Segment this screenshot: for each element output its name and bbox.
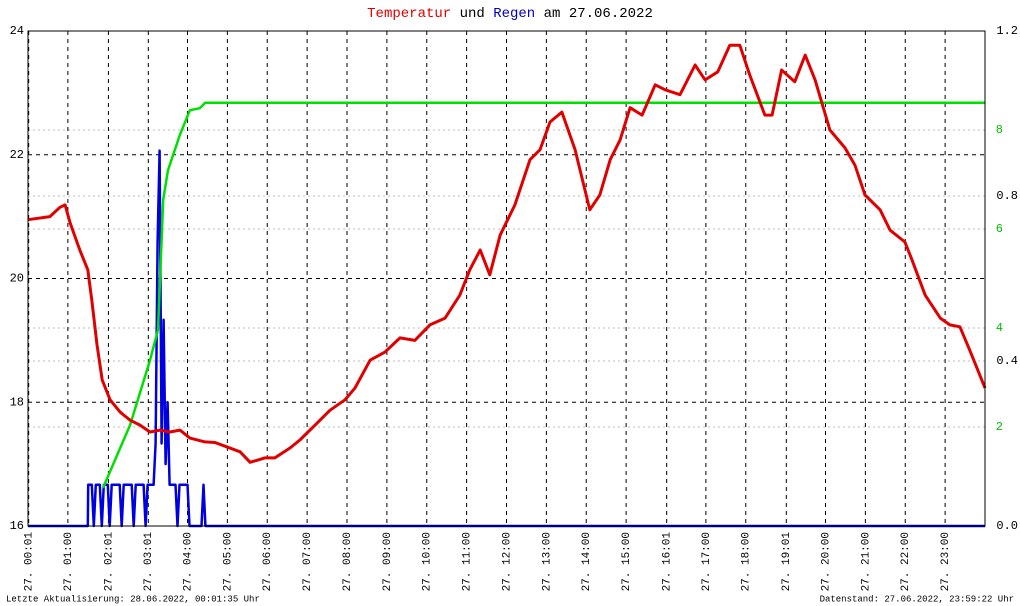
x-tick-label: 27. 07:00 <box>302 532 314 591</box>
y-tick-label: 24 <box>10 24 24 38</box>
x-tick-label: 27. 11:00 <box>462 532 474 591</box>
chart-title: Temperatur und Regen am 27.06.2022 <box>367 6 653 22</box>
x-tick-label: 27. 17:00 <box>701 532 713 591</box>
plot-frame <box>27 30 986 527</box>
x-tick-label: 27. 16:01 <box>662 532 674 592</box>
data-line <box>101 101 985 489</box>
footer-right: Datenstand: 27.06.2022, 23:59:22 Uhr <box>820 594 1014 604</box>
footer-left: Letzte Aktualisierung: 28.06.2022, 00:01… <box>6 594 260 604</box>
y3-tick-label: 4 <box>996 321 1003 335</box>
x-tick-label: 27. 05:00 <box>222 532 234 591</box>
x-tick-label: 27. 09:00 <box>382 532 394 591</box>
x-tick-label: 27. 02:01 <box>103 532 115 592</box>
title-part: Temperatur <box>367 6 451 22</box>
y-tick-label: 16 <box>10 519 24 533</box>
x-tick-label: 27. 01:00 <box>63 532 75 591</box>
x-tick-label: 27. 08:00 <box>342 532 354 591</box>
x-tick-label: 27. 21:00 <box>860 532 872 591</box>
x-tick-label: 27. 22:00 <box>900 532 912 591</box>
y-tick-label: 20 <box>10 272 24 286</box>
x-tick-label: 27. 14:00 <box>581 532 593 591</box>
x-tick-label: 27. 23:00 <box>940 532 952 591</box>
x-tick-label: 27. 18:00 <box>741 532 753 591</box>
x-tick-label: 27. 12:00 <box>501 532 513 591</box>
y3-tick-label: 6 <box>996 222 1003 236</box>
x-tick-label: 27. 20:00 <box>820 532 832 591</box>
x-tick-label: 27. 13:00 <box>541 532 553 591</box>
y2-tick-label: 0.0 <box>996 519 1018 533</box>
x-tick-label: 27. 03:01 <box>143 532 155 592</box>
title-part: am 27.06.2022 <box>544 6 653 22</box>
x-tick-label: 27. 04:00 <box>182 532 194 591</box>
y-tick-label: 18 <box>10 395 24 409</box>
x-tick-label: 27. 00:01 <box>24 532 36 592</box>
y2-tick-label: 1.2 <box>996 24 1018 38</box>
y-tick-label: 22 <box>10 148 24 162</box>
y3-tick-label: 8 <box>996 123 1003 137</box>
y2-tick-label: 0.4 <box>996 354 1018 368</box>
data-line <box>27 43 987 464</box>
x-tick-label: 27. 19:01 <box>781 532 793 592</box>
title-part: Regen <box>493 6 535 22</box>
title-part: und <box>460 6 485 22</box>
x-tick-label: 27. 10:00 <box>422 532 434 591</box>
x-tick-label: 27. 06:00 <box>262 532 274 591</box>
y3-tick-label: 2 <box>996 420 1003 434</box>
y2-tick-label: 0.8 <box>996 189 1018 203</box>
x-tick-label: 27. 15:00 <box>621 532 633 591</box>
